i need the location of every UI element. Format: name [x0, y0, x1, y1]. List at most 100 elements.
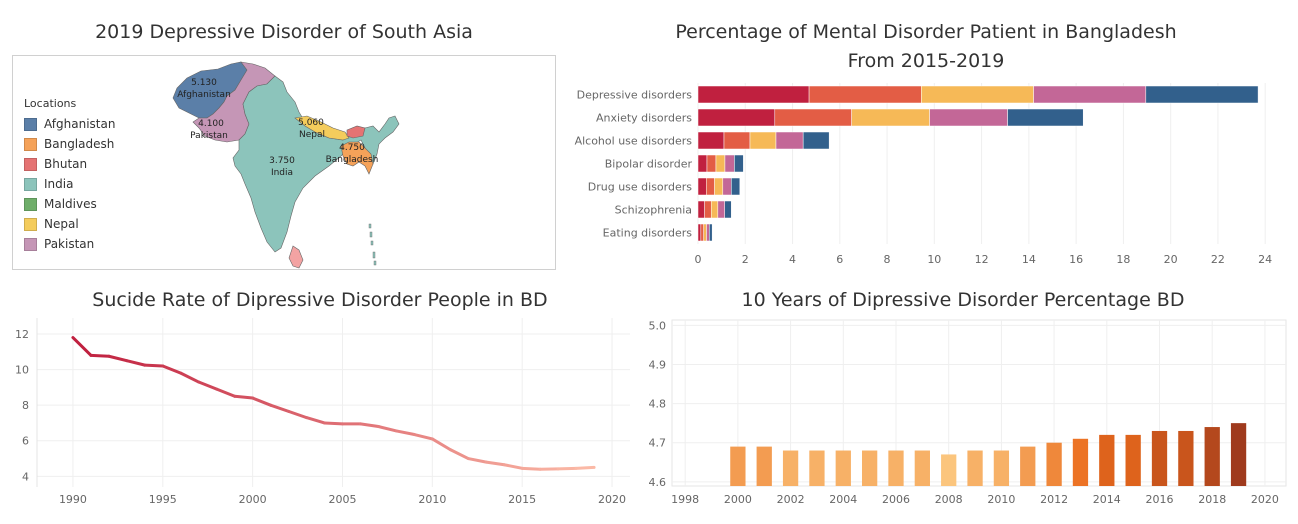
x-tick-label: 2020: [1251, 493, 1279, 506]
map-label-pakistan-value: 4.100: [198, 119, 224, 129]
map-label-nepal-value: 5.060: [298, 118, 324, 128]
bar-segment: [749, 131, 777, 150]
map-region-bhutan[interactable]: [346, 125, 366, 139]
category-label: Anxiety disorders: [596, 112, 692, 125]
bar-segment: [722, 177, 732, 196]
legend-item-nepal[interactable]: Nepal: [24, 214, 115, 234]
bar: [1178, 430, 1194, 486]
legend-swatch: [24, 117, 37, 131]
bar: [809, 450, 825, 486]
legend-item-afghanistan[interactable]: Afghanistan: [24, 114, 115, 134]
x-tick-label: 2018: [1198, 493, 1226, 506]
legend-item-pakistan[interactable]: Pakistan: [24, 234, 115, 254]
andaman-islands: [368, 223, 377, 266]
y-tick-label: 4: [22, 470, 29, 483]
legend-swatch: [24, 197, 37, 211]
line-segment: [412, 433, 434, 441]
map-label-india-name: India: [271, 168, 293, 178]
bar-segment: [731, 177, 741, 196]
x-tick-label: 12: [975, 253, 989, 266]
x-tick-label: 1995: [149, 493, 177, 506]
x-tick-label: 22: [1211, 253, 1225, 266]
legend-title: Locations: [24, 97, 77, 110]
south-asia-map[interactable]: 5.130 Afghanistan 4.100 Pakistan 3.750 I…: [13, 56, 555, 269]
bar: [756, 446, 772, 486]
bar: [1020, 446, 1036, 486]
line-segment: [251, 396, 273, 407]
bar-segment: [802, 131, 830, 150]
legend-label: Bangladesh: [44, 137, 115, 151]
line-segment: [305, 416, 327, 425]
line-segment: [143, 363, 165, 368]
legend-label: Bhutan: [44, 157, 88, 171]
category-label: Depressive disorders: [577, 89, 693, 102]
bar: [967, 450, 983, 486]
x-tick-label: 8: [884, 253, 891, 266]
x-tick-label: 2000: [239, 493, 267, 506]
legend-swatch: [24, 217, 37, 231]
bar-segment: [734, 154, 744, 173]
bar-segment: [697, 200, 705, 219]
legend-item-india[interactable]: India: [24, 174, 115, 194]
y-tick-label: 6: [22, 435, 29, 448]
line-segment: [556, 466, 578, 471]
line-segment: [358, 422, 380, 429]
x-tick-label: 24: [1258, 253, 1272, 266]
bar-segment: [700, 223, 704, 242]
y-tick-label: 4.7: [649, 437, 667, 450]
legend-item-maldives[interactable]: Maldives: [24, 194, 115, 214]
legend-item-bhutan[interactable]: Bhutan: [24, 154, 115, 174]
category-label: Schizophrenia: [615, 204, 692, 217]
map-region-nepal[interactable]: [294, 115, 350, 141]
bar-segment: [1007, 108, 1084, 127]
legend-item-bangladesh[interactable]: Bangladesh: [24, 134, 115, 154]
map-frame[interactable]: 5.130 Afghanistan 4.100 Pakistan 3.750 I…: [12, 55, 556, 270]
y-tick-label: 4.6: [649, 476, 667, 489]
stacked-bar-title-line2: From 2015-2019: [847, 50, 1005, 72]
bar-segment: [709, 223, 713, 242]
bar-segment: [697, 154, 708, 173]
bar-segment: [697, 85, 810, 104]
bar-segment: [851, 108, 930, 127]
map-label-afghanistan-name: Afghanistan: [177, 90, 231, 100]
bar-segment: [921, 85, 1034, 104]
x-tick-label: 4: [789, 253, 796, 266]
x-tick-label: 18: [1116, 253, 1130, 266]
bar-segment: [697, 223, 702, 242]
legend-label: Pakistan: [44, 237, 95, 251]
line-segment: [466, 457, 488, 464]
x-tick-label: 1990: [59, 493, 87, 506]
bar-segment: [929, 108, 1008, 127]
line-segment: [520, 466, 542, 471]
bar: [782, 450, 799, 486]
legend-label: Nepal: [44, 217, 79, 231]
x-tick-label: 2004: [829, 493, 857, 506]
bar-chart-title: 10 Years of Dipressive Disorder Percenta…: [741, 289, 1185, 311]
x-tick-label: 16: [1069, 253, 1083, 266]
plot-frame: [671, 319, 1287, 487]
map-region-bangladesh[interactable]: [340, 141, 374, 175]
x-tick-label: 2010: [987, 493, 1015, 506]
bar: [993, 450, 1010, 486]
x-tick-label: 2002: [777, 493, 805, 506]
bar-segment: [808, 85, 922, 104]
map-region-sri-lanka[interactable]: [288, 245, 304, 269]
bar-segment: [703, 223, 707, 242]
map-label-afghanistan-value: 5.130: [191, 78, 217, 88]
legend-swatch: [24, 177, 37, 191]
map-label-bangladesh-value: 4.750: [339, 143, 365, 153]
bar: [1230, 423, 1247, 486]
bar: [914, 450, 930, 486]
legend-swatch: [24, 157, 37, 171]
x-tick-label: 2015: [508, 493, 536, 506]
bar-segment: [697, 108, 776, 127]
bar-segment: [724, 200, 732, 219]
bar-segment: [704, 200, 712, 219]
line-segment: [125, 359, 147, 367]
bar: [1151, 430, 1168, 486]
x-tick-label: 2005: [328, 493, 356, 506]
bar-segment: [706, 177, 715, 196]
bar-segment: [697, 131, 725, 150]
y-tick-label: 4.8: [649, 398, 667, 411]
x-tick-label: 2: [742, 253, 749, 266]
